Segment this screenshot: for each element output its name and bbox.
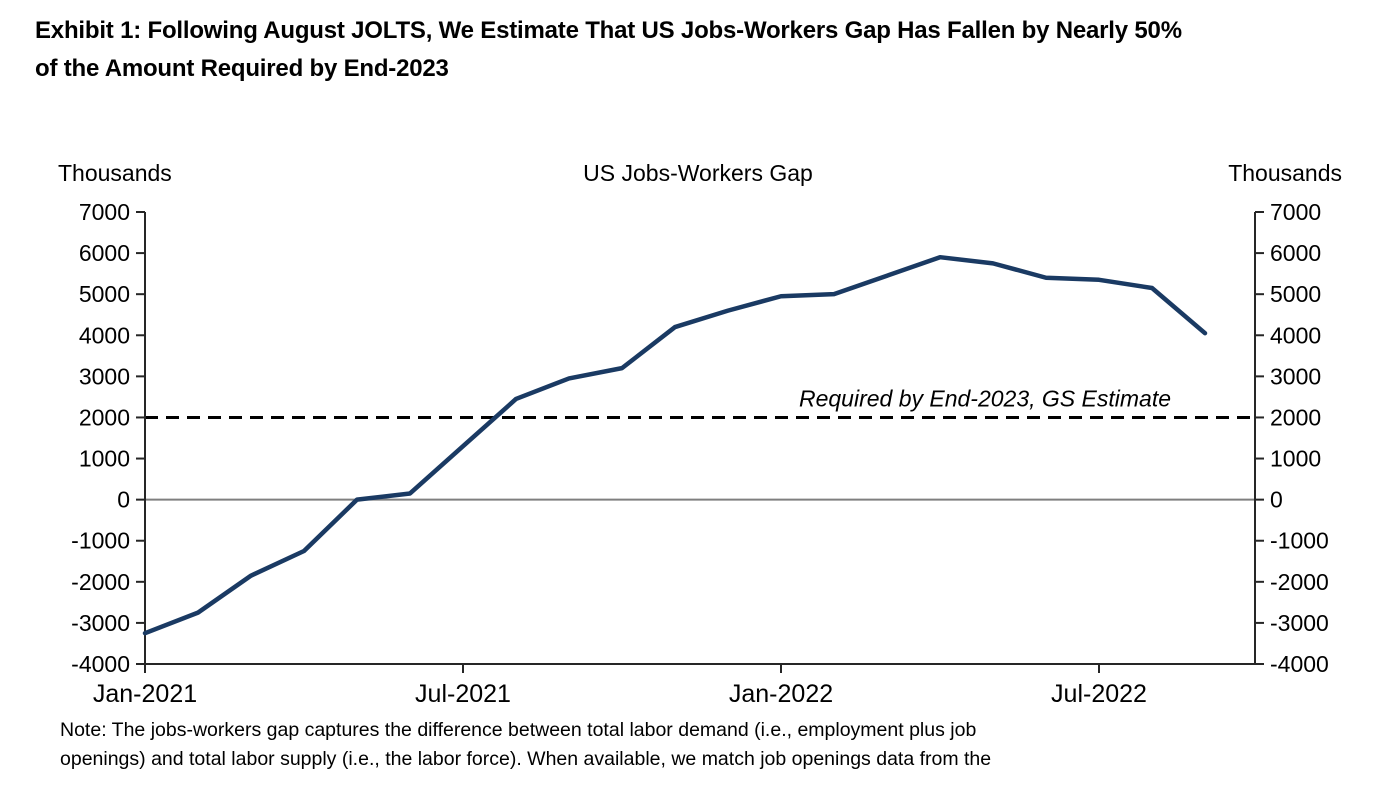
y-tick-label-right: -2000 [1270,569,1329,595]
y-tick-label-left: 1000 [79,446,130,472]
y-tick-label-right: -4000 [1270,651,1329,677]
y-tick-label-right: 3000 [1270,363,1321,389]
y-tick-label-right: 0 [1270,487,1283,513]
y-tick-label-right: 7000 [1270,199,1321,225]
y-tick-label-right: 4000 [1270,322,1321,348]
y-tick-label-left: 5000 [79,281,130,307]
y-tick-label-left: -1000 [71,528,130,554]
y-tick-label-left: -4000 [71,651,130,677]
y-tick-label-right: -3000 [1270,610,1329,636]
y-tick-label-left: 2000 [79,404,130,430]
chart-header: Thousands US Jobs-Workers Gap Thousands [0,160,1396,192]
y-tick-label-left: -3000 [71,610,130,636]
source-note-line1: Note: The jobs-workers gap captures the … [60,719,977,741]
chart-title: US Jobs-Workers Gap [583,160,813,186]
y-tick-label-right: 1000 [1270,446,1321,472]
x-tick-label: Jan-2022 [729,680,833,708]
y-tick-label-left: 4000 [79,322,130,348]
left-axis-unit-label: Thousands [58,160,172,186]
y-tick-label-left: 3000 [79,363,130,389]
x-tick-label: Jan-2021 [93,680,197,708]
source-note: Note: The jobs-workers gap captures the … [60,716,1310,774]
y-tick-label-left: 6000 [79,240,130,266]
exhibit-title: Exhibit 1: Following August JOLTS, We Es… [35,12,1365,88]
x-tick-label: Jul-2022 [1051,680,1147,708]
chart-svg: Required by End-2023, GS Estimate -4000 -4… [71,199,1329,708]
y-tick-label-left: -2000 [71,569,130,595]
exhibit-title-line1: Exhibit 1: Following August JOLTS, We Es… [35,17,1182,44]
y-tick-label-right: 2000 [1270,404,1321,430]
source-note-line2: openings) and total labor supply (i.e., … [60,748,992,770]
right-axis-unit-label: Thousands [1228,160,1342,186]
y-tick-label-right: 5000 [1270,281,1321,307]
y-tick-label-left: 0 [117,487,130,513]
y-tick-label-right: 6000 [1270,240,1321,266]
series-line [142,254,1208,636]
exhibit-title-line2: of the Amount Required by End-2023 [35,55,449,82]
x-tick-label: Jul-2021 [415,680,511,708]
reference-line-label: Required by End-2023, GS Estimate [799,385,1171,411]
y-tick-label-right: -1000 [1270,528,1329,554]
y-tick-label-left: 7000 [79,199,130,225]
